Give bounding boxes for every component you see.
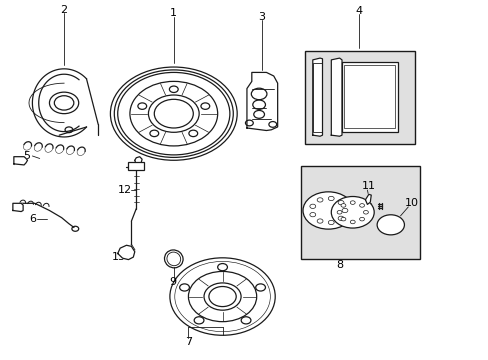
Circle shape [359,217,364,221]
Polygon shape [365,194,370,204]
Circle shape [363,211,367,214]
Text: 11: 11 [361,181,375,192]
Circle shape [309,204,315,208]
Circle shape [340,204,345,207]
Text: 4: 4 [355,6,362,16]
Circle shape [340,217,345,221]
Circle shape [376,215,404,235]
Circle shape [309,212,315,217]
Bar [128,162,144,170]
Circle shape [341,208,347,213]
Bar [300,166,419,259]
Circle shape [317,219,323,223]
Bar [305,51,414,144]
Circle shape [303,192,353,229]
Text: 10: 10 [404,198,418,208]
Circle shape [349,220,354,224]
Circle shape [330,197,373,228]
Polygon shape [14,157,27,165]
Circle shape [327,196,333,201]
Text: 5: 5 [23,151,30,161]
Text: 3: 3 [258,12,264,22]
Text: 6: 6 [29,215,36,224]
Circle shape [327,220,333,225]
Text: 12: 12 [118,185,132,195]
Circle shape [349,201,354,204]
Text: 13: 13 [111,252,125,262]
Bar [344,65,394,128]
Circle shape [336,211,341,214]
Bar [312,63,321,132]
Polygon shape [330,58,341,136]
Text: 9: 9 [168,277,176,287]
Polygon shape [118,245,135,260]
Text: 1: 1 [170,8,177,18]
Circle shape [317,198,323,202]
Text: 7: 7 [184,337,192,347]
Circle shape [338,216,343,220]
Circle shape [338,201,343,205]
Polygon shape [312,58,322,136]
Bar [341,62,397,132]
Polygon shape [13,203,23,212]
Text: 8: 8 [335,260,343,270]
Text: 2: 2 [61,5,67,15]
Circle shape [359,204,364,207]
